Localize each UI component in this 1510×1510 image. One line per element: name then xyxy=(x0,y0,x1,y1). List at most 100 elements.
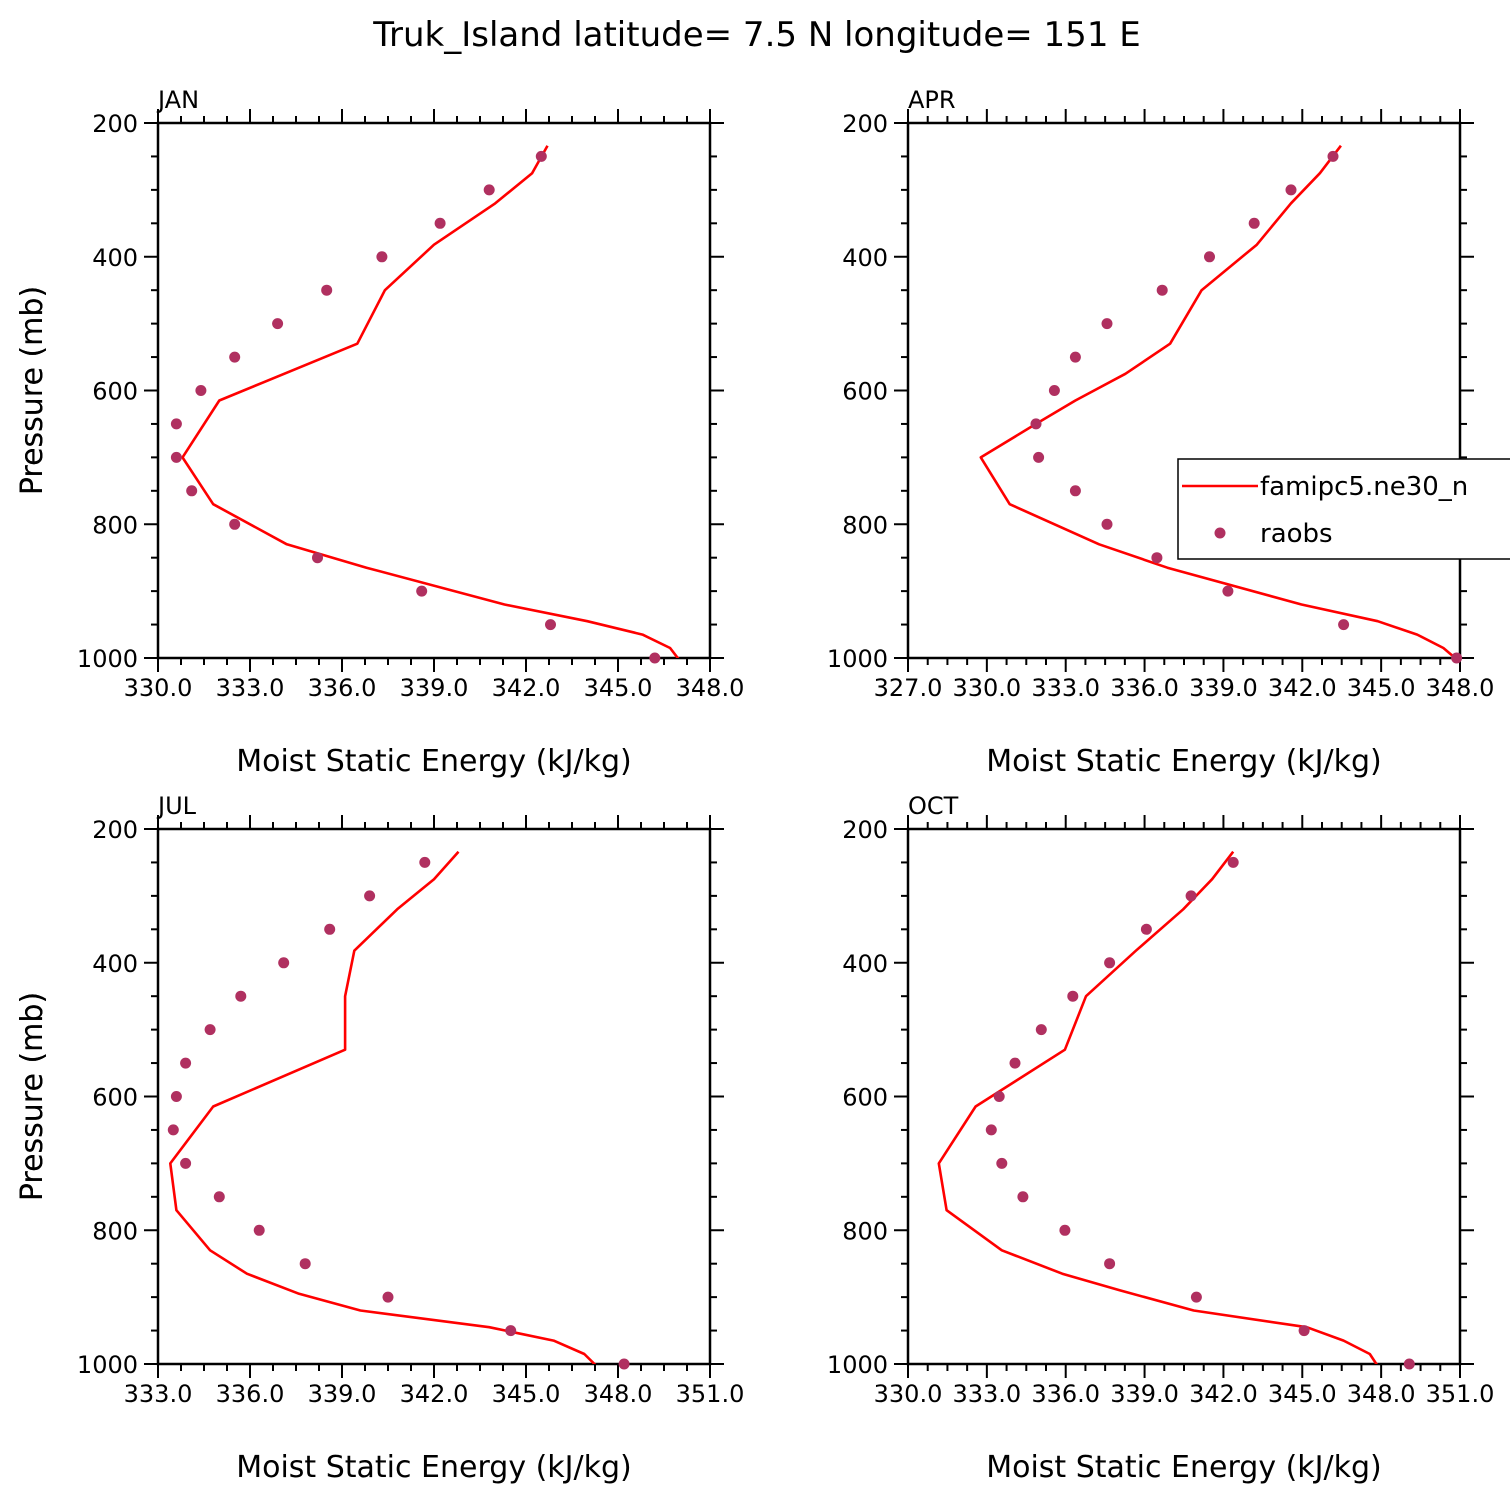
y-tick-label: 200 xyxy=(842,816,888,844)
raobs-point xyxy=(213,1191,225,1203)
raobs-point xyxy=(1059,1224,1071,1236)
raobs-point xyxy=(186,485,198,497)
raobs-point xyxy=(278,957,290,969)
y-tick-label: 1000 xyxy=(77,1351,138,1379)
raobs-point xyxy=(324,923,336,935)
x-tick-label: 342.0 xyxy=(1268,674,1337,702)
raobs-point xyxy=(1204,251,1215,263)
y-tick-label: 1000 xyxy=(77,645,138,673)
x-tick-label: 345.0 xyxy=(1347,674,1416,702)
y-tick-label: 400 xyxy=(92,950,138,978)
panel-title: APR xyxy=(908,86,956,114)
y-tick-label: 600 xyxy=(92,378,138,406)
legend-obs-label: raobs xyxy=(1260,519,1333,549)
x-tick-label: 348.0 xyxy=(1347,1380,1416,1408)
raobs-point xyxy=(419,856,431,868)
x-axis-label: Moist Static Energy (kJ/kg) xyxy=(236,1450,632,1485)
panel-title: OCT xyxy=(908,792,959,820)
raobs-point xyxy=(649,652,661,664)
plot-frame xyxy=(906,121,1462,660)
y-axis-label: Pressure (mb) xyxy=(15,992,50,1201)
raobs-point xyxy=(1009,1057,1021,1069)
panel-title: JAN xyxy=(156,86,199,114)
raobs-point xyxy=(235,990,247,1002)
raobs-point xyxy=(364,890,376,902)
raobs-point xyxy=(1140,923,1152,935)
raobs-point xyxy=(1104,1258,1116,1270)
raobs-point xyxy=(170,451,182,463)
legend-model-label: famipc5.ne30_n xyxy=(1260,472,1468,502)
x-tick-label: 336.0 xyxy=(1031,1380,1100,1408)
y-axis-label: Pressure (mb) xyxy=(15,992,50,1201)
model-series-line xyxy=(181,145,680,658)
raobs-point xyxy=(505,1325,517,1337)
x-tick-label: 333.0 xyxy=(1031,674,1100,702)
raobs-point xyxy=(180,1057,192,1069)
raobs-point xyxy=(1248,217,1260,229)
raobs-point xyxy=(170,1091,182,1102)
legend-box xyxy=(1177,458,1510,560)
raobs-point xyxy=(993,1091,1005,1102)
x-tick-label: 330.0 xyxy=(952,674,1021,702)
raobs-point xyxy=(1151,552,1163,564)
raobs-point xyxy=(1156,284,1168,296)
raobs-point xyxy=(1030,418,1042,430)
raobs-point xyxy=(195,385,207,396)
x-tick-label: 327.0 xyxy=(874,674,943,702)
raobs-point xyxy=(1403,1358,1415,1370)
figure-title: Truk_Island latitude= 7.5 N longitude= 1… xyxy=(372,15,1141,55)
raobs-point xyxy=(312,552,323,564)
raobs-point xyxy=(1101,518,1113,530)
x-tick-label: 342.0 xyxy=(400,1380,469,1408)
y-tick-label: 200 xyxy=(92,816,138,844)
y-tick-label: 400 xyxy=(842,244,888,272)
y-axis-label: Pressure (mb) xyxy=(15,286,50,495)
x-tick-label: 348.0 xyxy=(1426,674,1495,702)
x-tick-label: 351.0 xyxy=(1426,1380,1495,1408)
raobs-point xyxy=(1285,184,1297,196)
y-tick-label: 200 xyxy=(92,110,138,138)
raobs-point xyxy=(545,619,556,631)
x-tick-label: 348.0 xyxy=(676,674,745,702)
y-tick-label: 1000 xyxy=(827,645,888,673)
raobs-point xyxy=(1227,856,1239,868)
raobs-point xyxy=(272,318,284,330)
x-tick-label: 339.0 xyxy=(1110,1380,1179,1408)
raobs-point xyxy=(1069,351,1081,363)
raobs-point xyxy=(535,150,547,162)
x-tick-label: 345.0 xyxy=(584,674,653,702)
raobs-point xyxy=(1033,451,1045,463)
x-tick-label: 345.0 xyxy=(1268,1380,1337,1408)
y-tick-label: 400 xyxy=(92,244,138,272)
x-tick-label: 336.0 xyxy=(216,1380,285,1408)
raobs-point xyxy=(1338,619,1350,631)
raobs-point xyxy=(1185,890,1197,902)
x-tick-label: 333.0 xyxy=(952,1380,1021,1408)
x-tick-label: 342.0 xyxy=(1189,1380,1258,1408)
raobs-point xyxy=(1451,652,1463,664)
raobs-point xyxy=(1298,1325,1310,1337)
model-series-line xyxy=(979,144,1459,658)
x-tick-label: 333.0 xyxy=(124,1380,193,1408)
x-axis-label: Moist Static Energy (kJ/kg) xyxy=(236,744,632,779)
x-tick-label: 339.0 xyxy=(1189,674,1258,702)
model-series-line xyxy=(937,850,1378,1364)
raobs-point xyxy=(985,1124,997,1136)
y-tick-label: 800 xyxy=(92,1217,138,1245)
raobs-point xyxy=(434,217,446,229)
y-tick-label: 800 xyxy=(92,511,138,539)
legend-marker-swatch xyxy=(1214,527,1226,539)
x-tick-label: 351.0 xyxy=(676,1380,745,1408)
x-tick-label: 333.0 xyxy=(216,674,285,702)
y-tick-label: 200 xyxy=(842,110,888,138)
raobs-point xyxy=(299,1258,311,1270)
raobs-point xyxy=(1190,1291,1202,1303)
raobs-point xyxy=(204,1024,216,1036)
raobs-point xyxy=(321,284,333,296)
raobs-point xyxy=(1048,385,1060,396)
x-tick-label: 345.0 xyxy=(492,1380,561,1408)
